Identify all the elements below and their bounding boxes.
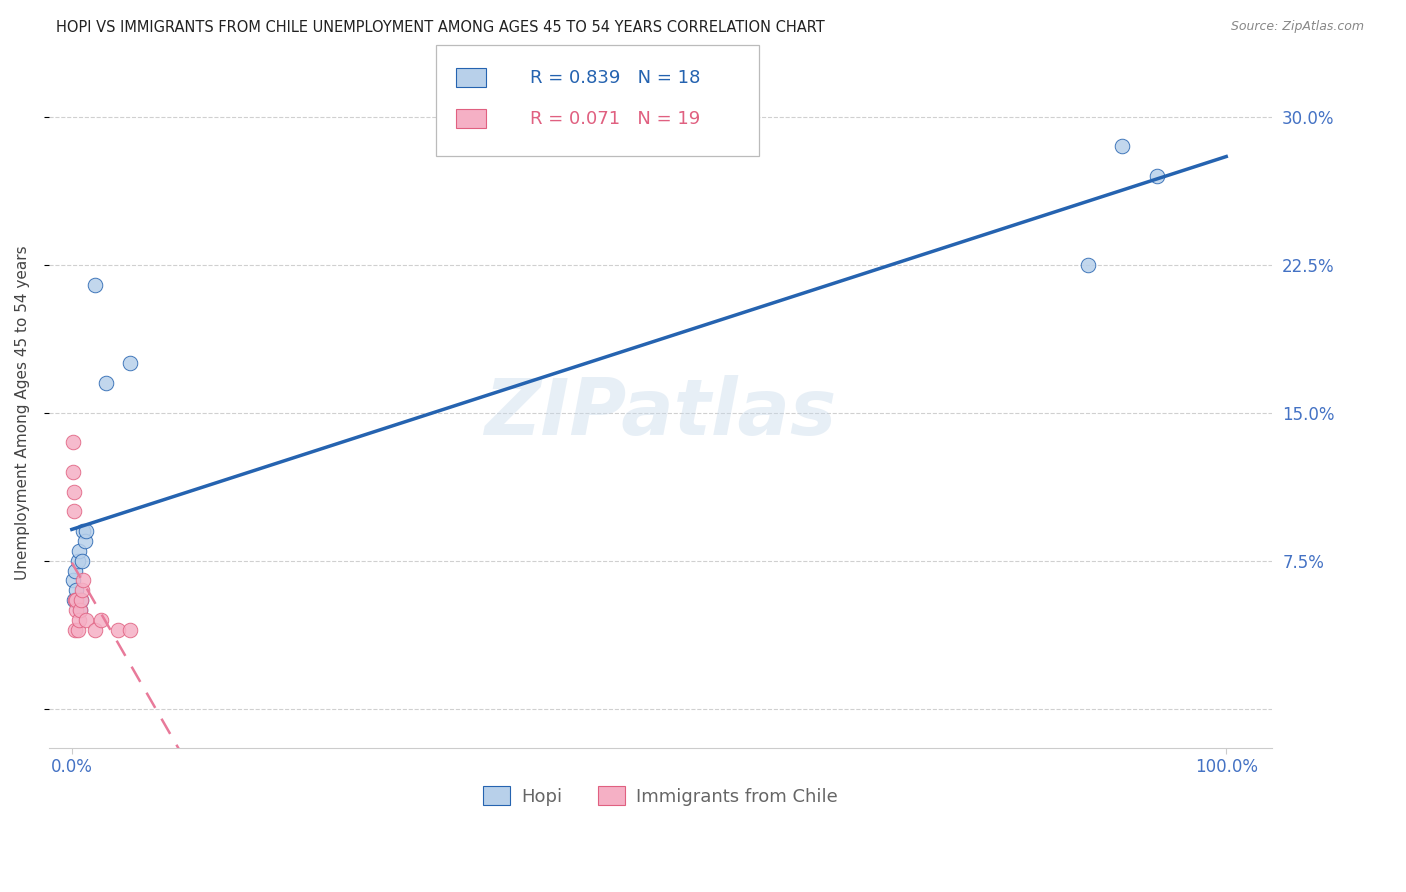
Point xyxy=(1146,169,1168,183)
Point xyxy=(118,623,141,637)
Point xyxy=(65,564,87,578)
Text: Source: ZipAtlas.com: Source: ZipAtlas.com xyxy=(1230,20,1364,33)
Point xyxy=(96,376,118,391)
Point xyxy=(66,554,89,568)
Point xyxy=(1077,258,1099,272)
Point xyxy=(65,583,87,598)
Point xyxy=(65,593,87,607)
Point xyxy=(66,623,89,637)
Point xyxy=(107,623,129,637)
Point xyxy=(63,504,86,518)
Point xyxy=(65,593,87,607)
Point xyxy=(63,593,86,607)
Point xyxy=(1111,139,1133,153)
Point xyxy=(72,574,94,588)
Point xyxy=(70,554,93,568)
Y-axis label: Unemployment Among Ages 45 to 54 years: Unemployment Among Ages 45 to 54 years xyxy=(15,245,30,580)
Point xyxy=(84,277,107,292)
Point xyxy=(90,613,112,627)
Text: R = 0.839   N = 18: R = 0.839 N = 18 xyxy=(530,69,700,87)
Point xyxy=(69,603,91,617)
Point xyxy=(62,574,84,588)
Text: R = 0.071   N = 19: R = 0.071 N = 19 xyxy=(530,110,700,128)
Point xyxy=(62,465,84,479)
Point xyxy=(75,524,97,538)
Point xyxy=(72,524,94,538)
Point xyxy=(84,623,107,637)
Text: HOPI VS IMMIGRANTS FROM CHILE UNEMPLOYMENT AMONG AGES 45 TO 54 YEARS CORRELATION: HOPI VS IMMIGRANTS FROM CHILE UNEMPLOYME… xyxy=(56,20,825,35)
Point xyxy=(70,593,93,607)
Point xyxy=(65,603,87,617)
Point xyxy=(70,583,93,598)
Point xyxy=(62,435,84,450)
Point xyxy=(69,603,91,617)
Point xyxy=(70,593,93,607)
Point xyxy=(67,613,90,627)
Point xyxy=(65,623,87,637)
Point xyxy=(73,533,96,548)
Text: ZIPatlas: ZIPatlas xyxy=(485,375,837,450)
Point xyxy=(75,613,97,627)
Point xyxy=(67,543,90,558)
Point xyxy=(63,484,86,499)
Point xyxy=(118,356,141,370)
Legend: Hopi, Immigrants from Chile: Hopi, Immigrants from Chile xyxy=(477,779,845,813)
